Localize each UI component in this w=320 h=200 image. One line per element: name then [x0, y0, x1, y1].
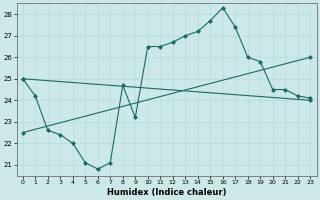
X-axis label: Humidex (Indice chaleur): Humidex (Indice chaleur) — [107, 188, 226, 197]
